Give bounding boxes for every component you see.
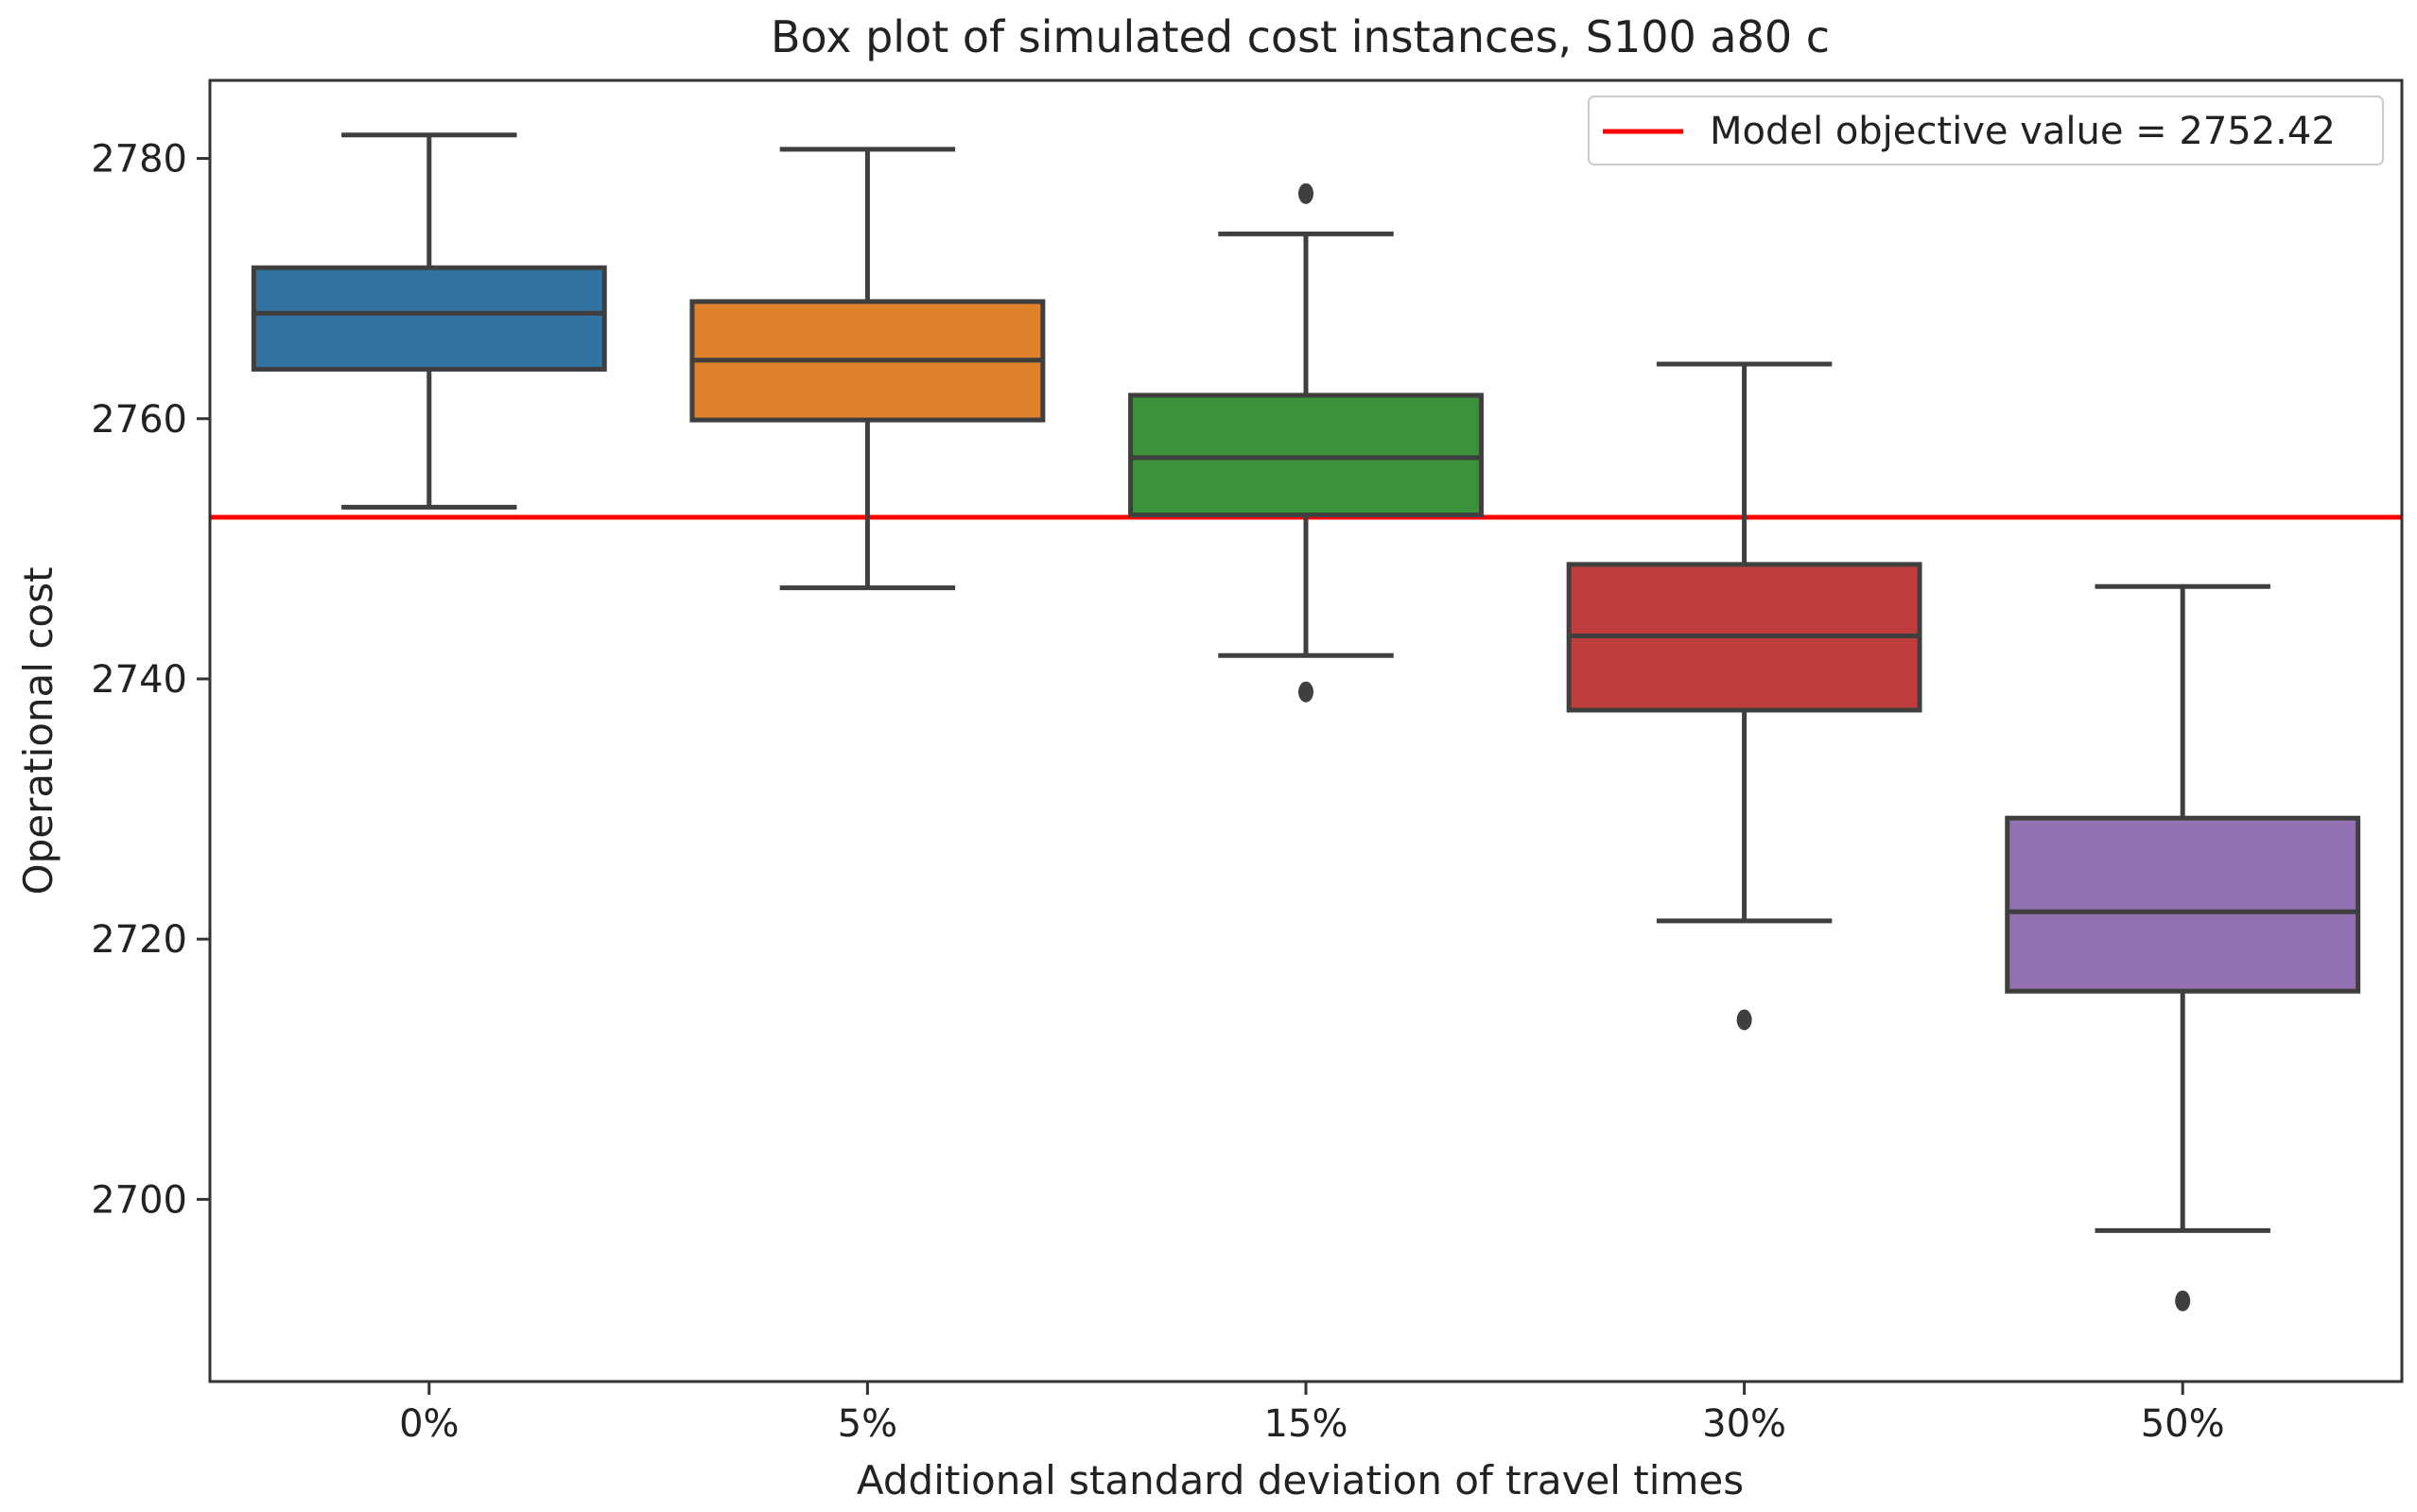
box-30%: [1566, 361, 1922, 1031]
y-tick-label-2780: 2780: [91, 138, 187, 182]
x-tick-label-5%: 5%: [838, 1402, 897, 1446]
x-tick-label-15%: 15%: [1264, 1402, 1348, 1446]
x-tick-label-50%: 50%: [2141, 1402, 2225, 1446]
y-tick-label-2700: 2700: [91, 1178, 187, 1222]
box-series: [251, 132, 2361, 1312]
y-axis: 2700 2720 2740 2760 2780: [91, 138, 210, 1222]
outlier-point: [2175, 1290, 2191, 1312]
box-iqr: [2005, 815, 2361, 994]
legend-box: [1588, 96, 2384, 165]
y-tick-label-2720: 2720: [91, 918, 187, 962]
outlier-point: [1736, 1009, 1752, 1031]
box-iqr: [251, 265, 607, 372]
legend-label: Model objective value = 2752.42: [1710, 110, 2336, 153]
x-axis: 0% 5% 15% 30% 50%: [399, 1382, 2225, 1446]
y-tick-label-2760: 2760: [91, 398, 187, 442]
x-tick-label-30%: 30%: [1702, 1402, 1786, 1446]
box-50%: [2005, 583, 2361, 1312]
box-0%: [251, 132, 607, 510]
chart-title: Box plot of simulated cost instances, S1…: [771, 11, 1830, 62]
legend: Model objective value = 2752.42: [1588, 96, 2384, 165]
y-axis-label: Operational cost: [15, 567, 61, 895]
outlier-point: [1298, 681, 1313, 703]
plot-frame: [208, 78, 2404, 1383]
y-tick-label-2740: 2740: [91, 658, 187, 702]
x-tick-label-0%: 0%: [399, 1402, 459, 1446]
box-5%: [689, 147, 1046, 591]
x-axis-label: Additional standard deviation of travel …: [857, 1457, 1744, 1503]
outlier-point: [1298, 182, 1313, 204]
box-iqr: [1128, 392, 1484, 518]
box-15%: [1128, 182, 1484, 703]
